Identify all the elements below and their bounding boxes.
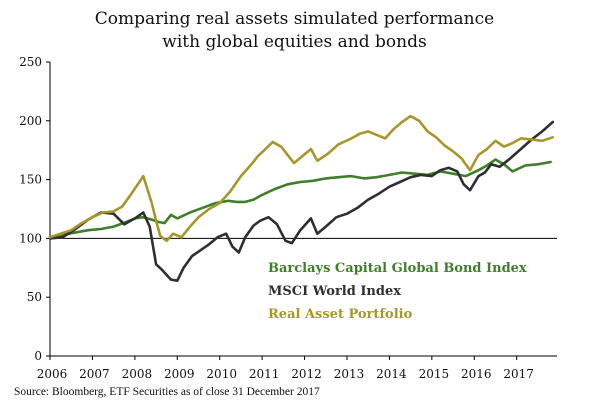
y-tick-label: 150 [19,173,42,187]
legend: Barclays Capital Global Bond Index MSCI W… [268,261,527,322]
legend-label-world: MSCI World Index [268,284,401,299]
chart-title-line-2: with global equities and bonds [162,32,427,52]
x-tick-label: 2015 [419,367,450,381]
x-tick-label: 2007 [79,367,110,381]
series-line-real [48,114,555,243]
y-axis: 0 50 100 150 200 250 [19,55,51,363]
x-tick-label: 2006 [37,367,68,381]
series-line-world [48,120,555,283]
x-tick-label: 2011 [249,367,280,381]
x-tick-label: 2012 [291,367,322,381]
chart-title-line-1: Comparing real assets simulated performa… [94,9,495,29]
x-tick-label: 2010 [206,367,237,381]
x-tick-label: 2017 [503,367,534,381]
series-lines [48,114,555,283]
legend-label-real: Real Asset Portfolio [268,307,413,322]
y-tick-label: 0 [34,349,42,363]
legend-label-bond: Barclays Capital Global Bond Index [268,261,527,276]
x-tick-label: 2008 [122,367,153,381]
x-tick-label: 2013 [334,367,365,381]
chart-title: Comparing real assets simulated performa… [0,8,589,54]
y-tick-label: 200 [19,114,42,128]
x-tick-label: 2009 [164,367,195,381]
x-tick-label: 2016 [461,367,492,381]
y-tick-label: 100 [19,231,42,245]
series-line-bond [48,158,552,239]
x-tick-label: 2014 [376,367,407,381]
source-note: Source: Bloomberg, ETF Securities as of … [14,386,320,398]
y-tick-label: 50 [27,290,42,304]
x-axis: 2006 2007 2008 2009 2010 2011 2012 2013 2014 2015… [37,355,557,381]
y-tick-label: 250 [19,55,42,69]
